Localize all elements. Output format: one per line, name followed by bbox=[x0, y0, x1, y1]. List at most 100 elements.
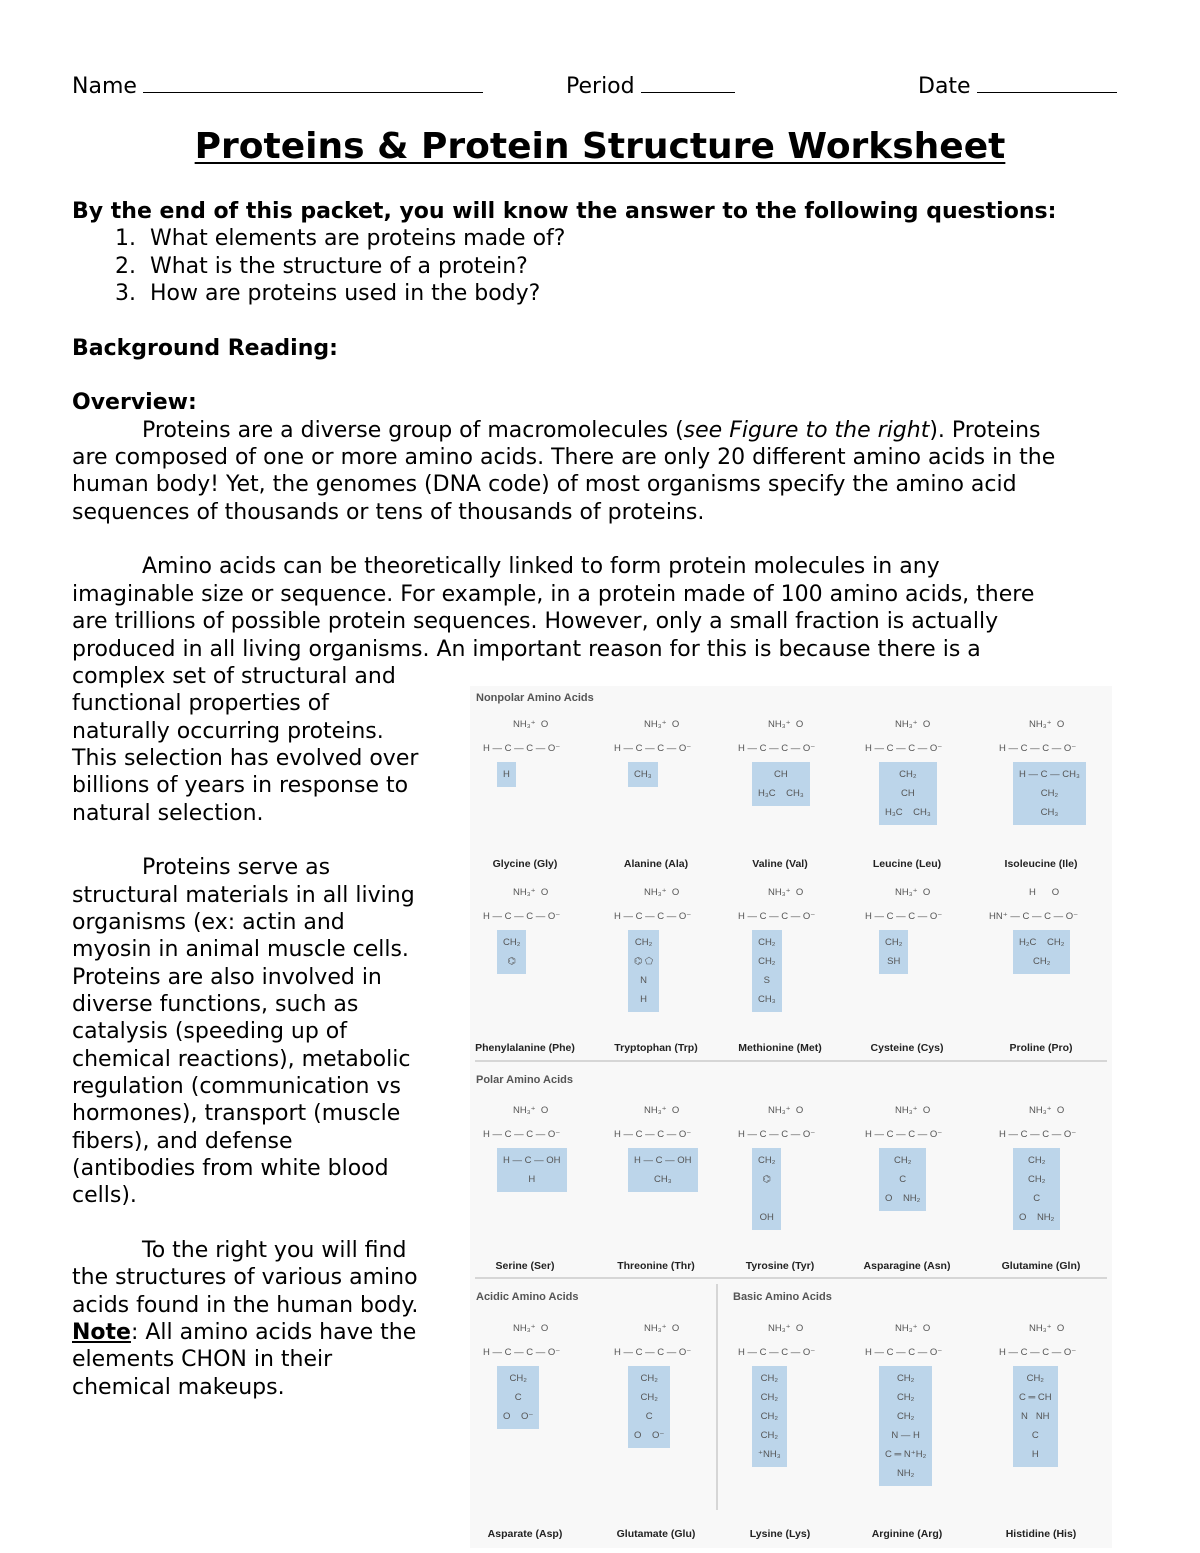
backbone-main: H — C — C — O⁻ bbox=[483, 743, 561, 754]
backbone-main: H — C — C — O⁻ bbox=[999, 743, 1077, 754]
backbone-main: H — C — C — O⁻ bbox=[999, 1129, 1077, 1140]
backbone-main: H — C — C — O⁻ bbox=[738, 743, 816, 754]
backbone-main: H — C — C — O⁻ bbox=[614, 743, 692, 754]
name-blank[interactable] bbox=[142, 70, 483, 93]
side-chain: CH₂ CH₂ CH₂ CH₂ ⁺NH₃ bbox=[752, 1366, 787, 1467]
backbone-top: NH₃⁺ O bbox=[1029, 719, 1065, 730]
backbone-main: H — C — C — O⁻ bbox=[483, 911, 561, 922]
backbone-top: NH₃⁺ O bbox=[513, 887, 549, 898]
backbone-main: H — C — C — O⁻ bbox=[865, 911, 943, 922]
backbone-top: NH₃⁺ O bbox=[644, 719, 680, 730]
backbone-top: NH₃⁺ O bbox=[768, 1323, 804, 1334]
amino-acid-name: Valine (Val) bbox=[752, 858, 808, 870]
backbone-main: H — C — C — O⁻ bbox=[483, 1347, 561, 1358]
amino-acid-name: Tyrosine (Tyr) bbox=[745, 1260, 815, 1272]
text-line: organisms (ex: actin and bbox=[72, 909, 345, 935]
text-line: are composed of one or more amino acids.… bbox=[72, 445, 1056, 471]
backbone-top: NH₃⁺ O bbox=[513, 1105, 549, 1116]
amino-acid-name: Leucine (Leu) bbox=[872, 858, 942, 870]
amino-acid-name: Cysteine (Cys) bbox=[870, 1042, 944, 1054]
page-title: Proteins & Protein Structure Worksheet bbox=[194, 126, 1006, 167]
backbone-main: H — C — C — O⁻ bbox=[614, 1347, 692, 1358]
backbone-main: H — C — C — O⁻ bbox=[614, 911, 692, 922]
overview-heading: Overview: bbox=[72, 390, 197, 416]
amino-acid-name: Methionine (Met) bbox=[738, 1042, 822, 1054]
text-line: the structures of various amino bbox=[72, 1265, 418, 1291]
text-line: To the right you will find bbox=[142, 1238, 407, 1264]
para1: are composed of one or more amino acids.… bbox=[72, 444, 1132, 526]
backbone-top: NH₃⁺ O bbox=[768, 887, 804, 898]
side-chain: CH₂ ⌬ ⬠ N H bbox=[628, 930, 660, 1012]
date-blank[interactable] bbox=[976, 70, 1117, 93]
side-chain: H bbox=[497, 762, 516, 787]
date-field[interactable]: Date bbox=[918, 70, 1117, 102]
period-blank[interactable] bbox=[640, 70, 735, 93]
text-line: elements CHON in their bbox=[72, 1347, 333, 1373]
text-line: hormones), transport (muscle bbox=[72, 1101, 401, 1127]
backbone-top: NH₃⁺ O bbox=[895, 887, 931, 898]
amino-acid-name: Isoleucine (Ile) bbox=[1004, 858, 1078, 870]
date-label: Date bbox=[918, 74, 971, 99]
side-chain: CH₂ C O NH₂ bbox=[879, 1148, 927, 1211]
amino-acid-name: Alanine (Ala) bbox=[623, 858, 689, 870]
text-line: complex set of structural and bbox=[72, 663, 396, 689]
backbone-main: HN⁺ — C — C — O⁻ bbox=[989, 911, 1079, 922]
side-chain: CH₂ ⌬ OH bbox=[752, 1148, 782, 1230]
question-1: 1. What elements are proteins made of? bbox=[115, 226, 566, 252]
amino-acid-name: Lysine (Lys) bbox=[749, 1528, 811, 1540]
text-line: structural materials in all living bbox=[72, 882, 415, 908]
amino-acid-name: Serine (Ser) bbox=[495, 1260, 555, 1272]
text-line: produced in all living organisms. An imp… bbox=[72, 636, 981, 662]
amino-acid-name: Asparagine (Asn) bbox=[863, 1260, 951, 1272]
text-line: fibers), and defense bbox=[72, 1128, 293, 1154]
name-label: Name bbox=[72, 74, 137, 99]
backbone-top: NH₃⁺ O bbox=[644, 1323, 680, 1334]
text-line: This selection has evolved over bbox=[72, 745, 419, 771]
side-chain: CH₂ CH H₃C CH₃ bbox=[879, 762, 937, 825]
side-chain: CH₂ CH₂ C O O⁻ bbox=[628, 1366, 671, 1448]
para1-line: Proteins are a diverse group of macromol… bbox=[142, 417, 1041, 443]
name-field[interactable]: Name bbox=[72, 70, 483, 102]
text-line: natural selection. bbox=[72, 800, 264, 826]
para2: Amino acids can be theoretically linked … bbox=[72, 553, 1132, 826]
amino-acid-name: Threonine (Thr) bbox=[617, 1260, 695, 1272]
backbone-main: H — C — C — O⁻ bbox=[614, 1129, 692, 1140]
side-chain: H — C — OH H bbox=[497, 1148, 567, 1192]
section-heading: Nonpolar Amino Acids bbox=[476, 692, 594, 704]
period-label: Period bbox=[566, 74, 635, 99]
backbone-top: NH₃⁺ O bbox=[644, 887, 680, 898]
para3: Proteins serve as structural materials in… bbox=[72, 854, 1132, 1209]
text-line: catalysis (speeding up of bbox=[72, 1019, 348, 1045]
amino-acid-name: Glutamine (Gln) bbox=[1001, 1260, 1081, 1272]
backbone-main: H — C — C — O⁻ bbox=[738, 1129, 816, 1140]
backbone-main: H — C — C — O⁻ bbox=[738, 911, 816, 922]
text-line: imaginable size or sequence. For example… bbox=[72, 581, 1035, 607]
side-chain: H — C — CH₃ CH₂ CH₃ bbox=[1013, 762, 1086, 825]
section-heading: Basic Amino Acids bbox=[733, 1291, 832, 1303]
text-line: human body! Yet, the genomes (DNA code) … bbox=[72, 472, 1017, 498]
text-line: functional properties of bbox=[72, 691, 329, 717]
backbone-top: H O bbox=[1029, 887, 1060, 898]
backbone-main: H — C — C — O⁻ bbox=[999, 1347, 1077, 1358]
text-line: Proteins are also involved in bbox=[72, 964, 382, 990]
backbone-top: NH₃⁺ O bbox=[895, 1105, 931, 1116]
backbone-main: H — C — C — O⁻ bbox=[483, 1129, 561, 1140]
side-chain: CH₂ C O O⁻ bbox=[497, 1366, 540, 1429]
text-line: billions of years in response to bbox=[72, 773, 409, 799]
section-heading: Polar Amino Acids bbox=[476, 1074, 573, 1086]
text-line: acids found in the human body. bbox=[72, 1292, 419, 1318]
amino-acid-name: Glutamate (Glu) bbox=[616, 1528, 696, 1540]
question-3: 3. How are proteins used in the body? bbox=[115, 281, 541, 307]
backbone-main: H — C — C — O⁻ bbox=[865, 1347, 943, 1358]
amino-acid-name: Arginine (Arg) bbox=[871, 1528, 943, 1540]
text-line: Proteins serve as bbox=[142, 855, 331, 881]
period-field[interactable]: Period bbox=[566, 70, 735, 102]
text-line: chemical reactions), metabolic bbox=[72, 1046, 411, 1072]
text-line: Amino acids can be theoretically linked … bbox=[142, 554, 940, 580]
text-line: are trillions of possible protein sequen… bbox=[72, 609, 999, 635]
side-chain: H — C — OH CH₃ bbox=[628, 1148, 698, 1192]
backbone-main: H — C — C — O⁻ bbox=[865, 743, 943, 754]
backbone-top: NH₃⁺ O bbox=[768, 1105, 804, 1116]
amino-acid-figure: Nonpolar Amino Acids NH₃⁺ O H — C — C — O⁻… bbox=[470, 686, 1112, 1548]
backbone-top: NH₃⁺ O bbox=[1029, 1323, 1065, 1334]
